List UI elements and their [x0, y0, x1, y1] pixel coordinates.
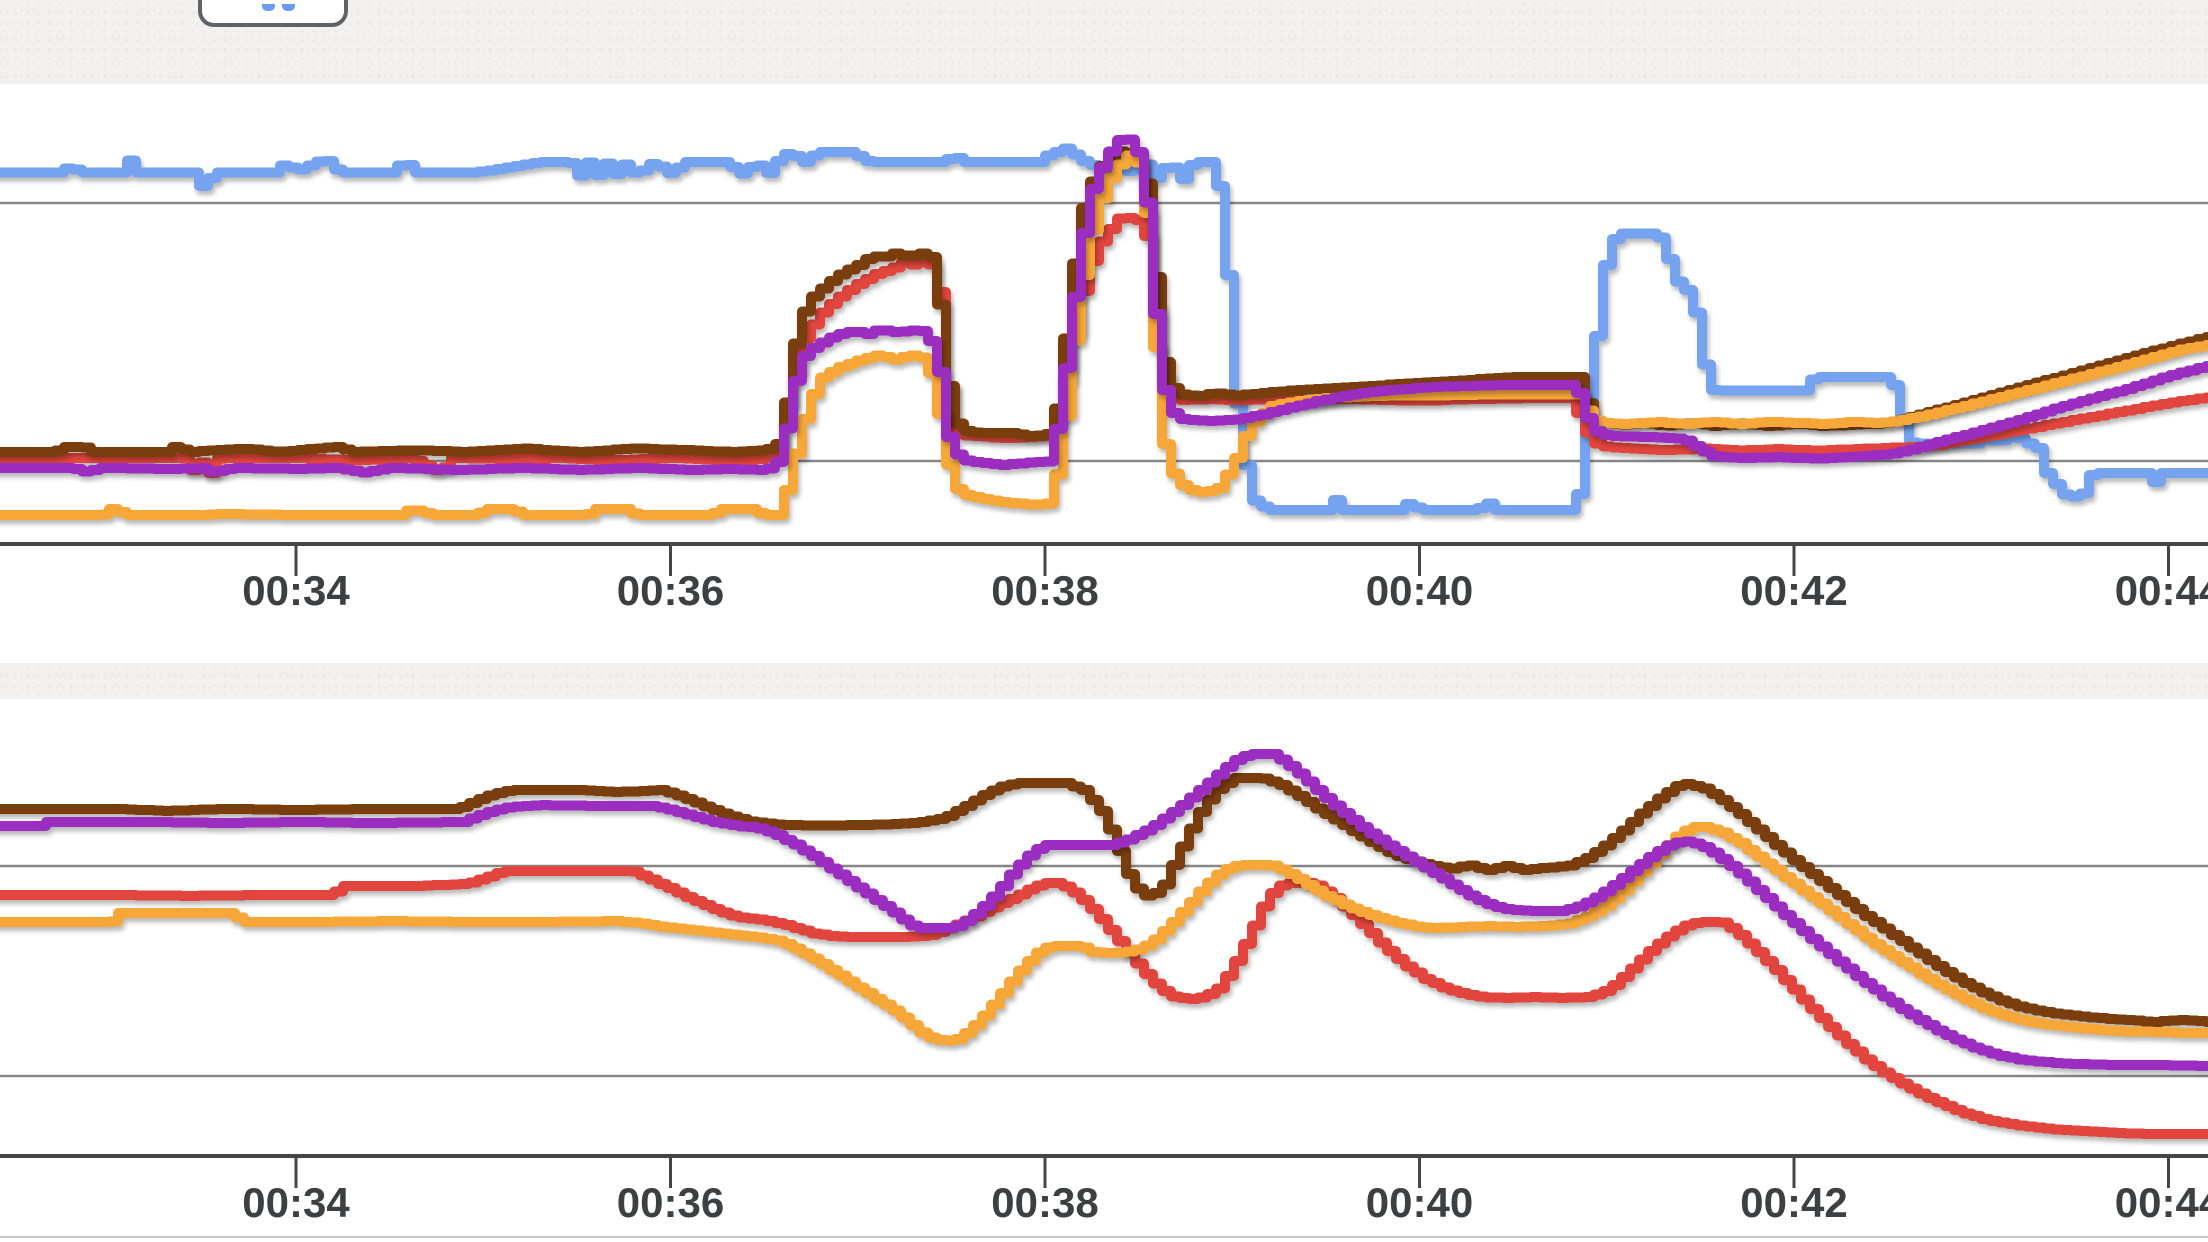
x-tick-label: 00:42 [1740, 1179, 1847, 1226]
series-purple-line [0, 749, 2208, 1071]
x-tick-label: 00:36 [617, 1179, 724, 1226]
series-red-line [0, 213, 2208, 478]
timeseries-chart-top[interactable]: 00:34 00:36 00:38 00:40 00:42 00:44 [0, 84, 2208, 644]
toolbar-button[interactable] [198, 0, 348, 27]
button-glyph-icon [282, 4, 295, 11]
timeseries-chart-bottom[interactable]: 00:34 00:36 00:38 00:40 00:42 00:44 [0, 699, 2208, 1242]
x-tick-label: 00:38 [991, 567, 1098, 614]
x-tick-label: 00:38 [991, 1179, 1098, 1226]
series-orange-line [0, 822, 2208, 1046]
x-tick-label: 00:34 [242, 1179, 350, 1226]
series-blue-line [0, 143, 2208, 515]
card-bottom-border [0, 1236, 2208, 1238]
x-tick-label: 00:44 [2115, 1179, 2208, 1226]
button-glyph-icon [262, 4, 275, 11]
x-tick-label: 00:34 [242, 567, 350, 614]
top-toolbar-band [0, 0, 2208, 84]
x-tick-label: 00:36 [617, 567, 724, 614]
between-charts-band [0, 663, 2208, 699]
x-tick-label: 00:42 [1740, 567, 1847, 614]
x-tick-label: 00:40 [1366, 1179, 1473, 1226]
series-purple-line [0, 134, 2208, 478]
series-red-line [0, 866, 2208, 1139]
x-tick-label: 00:40 [1366, 567, 1473, 614]
x-tick-label: 00:44 [2115, 567, 2208, 614]
